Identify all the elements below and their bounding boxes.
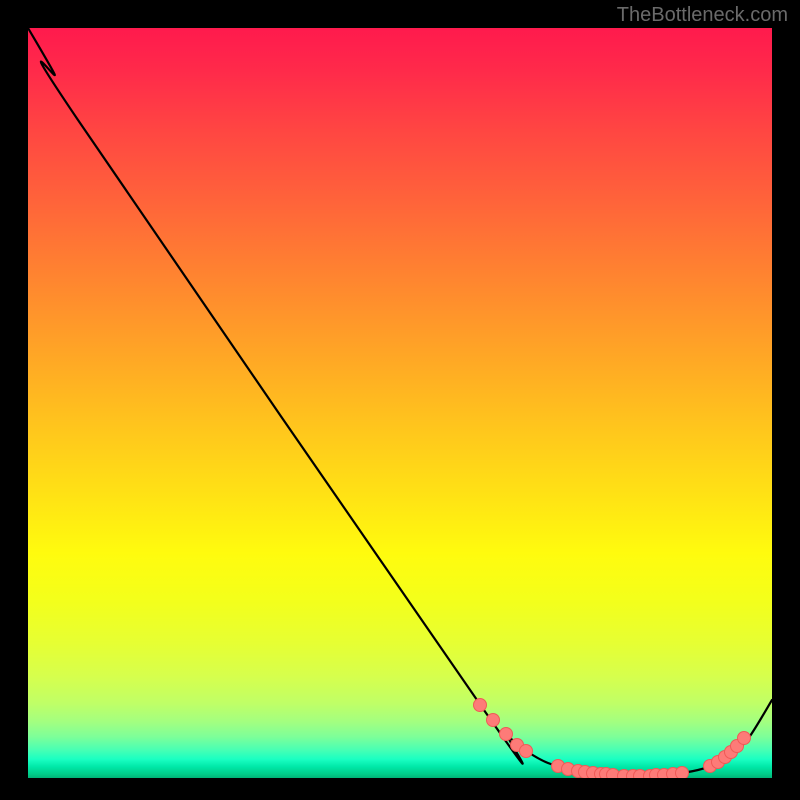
curve-markers bbox=[474, 699, 751, 779]
watermark-text: TheBottleneck.com bbox=[617, 4, 788, 27]
curve-marker bbox=[487, 714, 500, 727]
bottleneck-curve bbox=[28, 28, 772, 776]
curve-marker bbox=[520, 745, 533, 758]
plot-area bbox=[28, 28, 772, 778]
curve-marker bbox=[474, 699, 487, 712]
curve-marker bbox=[676, 767, 689, 779]
curve-marker bbox=[500, 728, 513, 741]
curve-marker bbox=[738, 732, 751, 745]
chart-curve-layer bbox=[28, 28, 772, 778]
